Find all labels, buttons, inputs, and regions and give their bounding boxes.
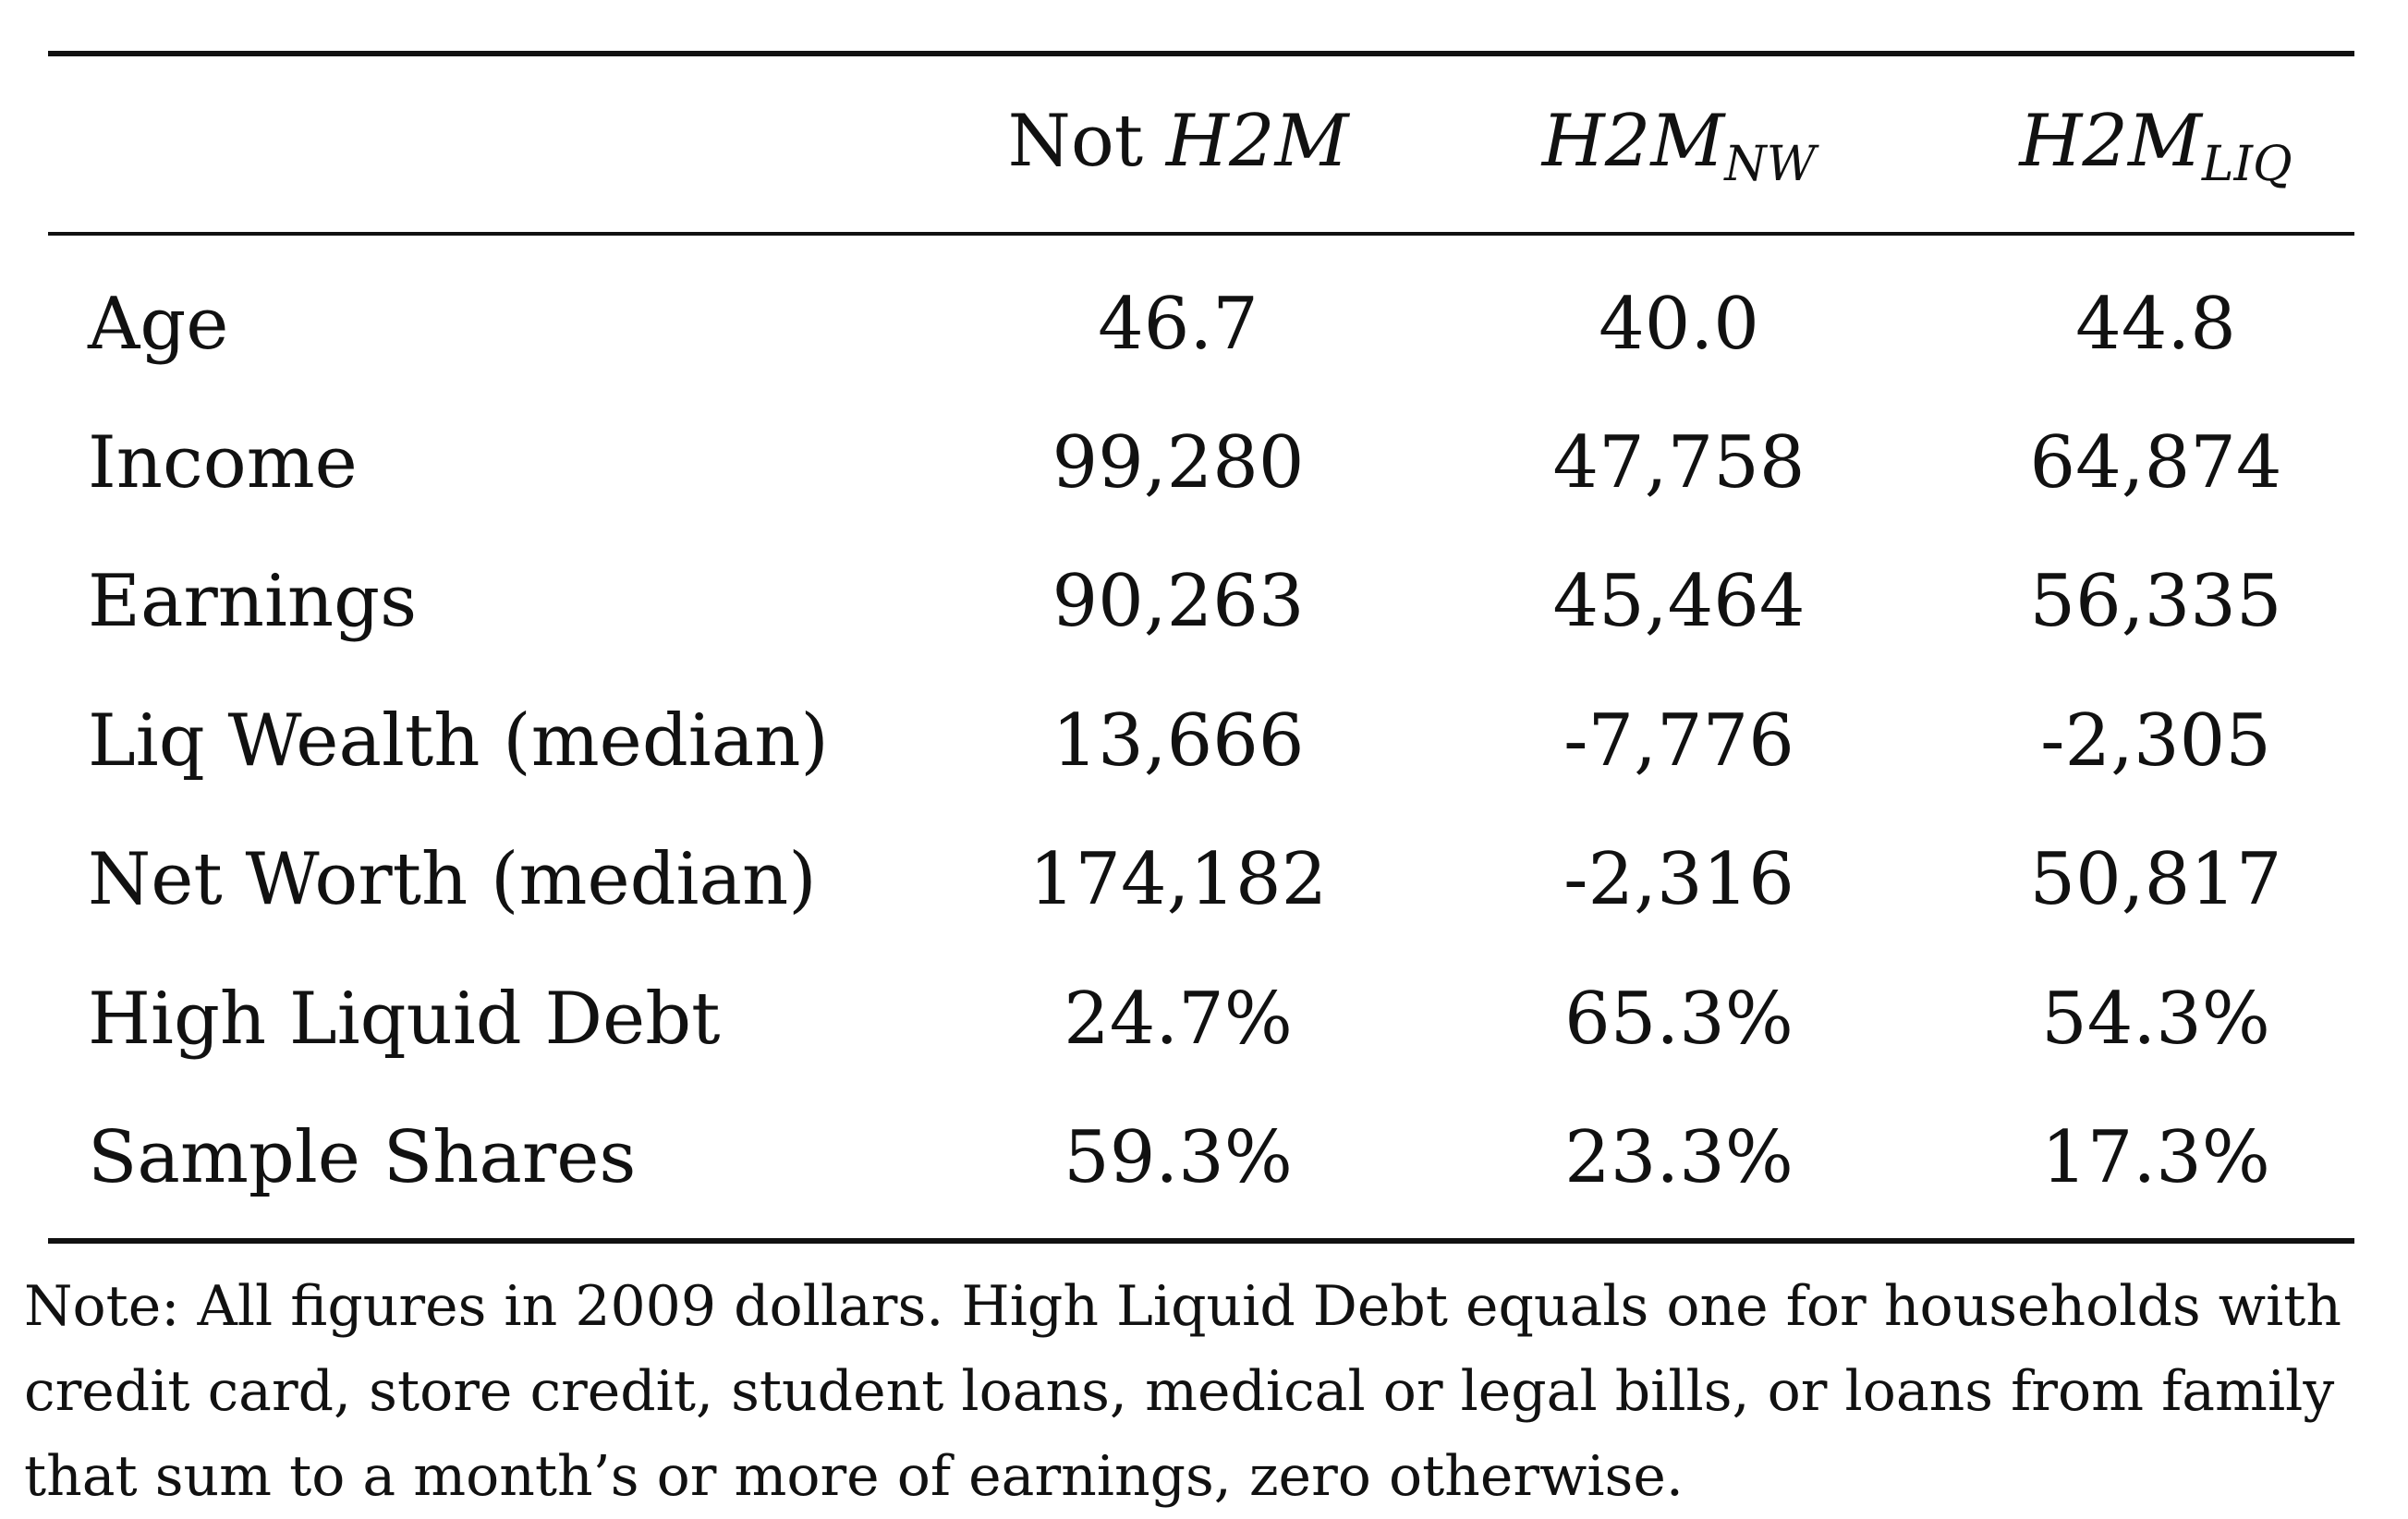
row-label-sample-shares: Sample Shares xyxy=(88,1116,637,1199)
table-cell: 65.3% xyxy=(1564,978,1794,1061)
table-cell: 64,874 xyxy=(2029,421,2282,504)
header-not-h2m: Not H2M xyxy=(993,105,1363,177)
table-cell: -2,305 xyxy=(2040,699,2271,783)
table-cell: 23.3% xyxy=(1564,1116,1794,1199)
header-not-h2m-italic: H2M xyxy=(1165,100,1349,183)
table-cell: 24.7% xyxy=(1064,978,1293,1061)
header-h2m-liq-base: H2M xyxy=(2019,100,2202,183)
header-h2m-nw-base: H2M xyxy=(1541,100,1725,183)
table-cell: 45,464 xyxy=(1552,560,1806,643)
table-cell: 59.3% xyxy=(1064,1116,1293,1199)
table-cell: 50,817 xyxy=(2029,838,2282,921)
header-h2m-nw: H2MNW xyxy=(1494,105,1864,188)
header-h2m-liq: H2MLIQ xyxy=(1971,105,2341,188)
table-cell: 44.8 xyxy=(2075,283,2236,366)
row-label-income: Income xyxy=(88,421,358,504)
table-cell: 17.3% xyxy=(2041,1116,2270,1199)
row-label-earnings: Earnings xyxy=(88,560,418,643)
table-cell: 56,335 xyxy=(2029,560,2282,643)
table-cell: 90,263 xyxy=(1052,560,1305,643)
table-cell: 46.7 xyxy=(1098,283,1259,366)
table-cell: 40.0 xyxy=(1599,283,1759,366)
top-rule xyxy=(48,51,2354,56)
table-cell: -7,776 xyxy=(1563,699,1794,783)
row-label-age: Age xyxy=(88,283,229,366)
row-label-net-worth: Net Worth (median) xyxy=(88,838,817,921)
table-cell: 54.3% xyxy=(2041,978,2270,1061)
header-h2m-nw-sub: NW xyxy=(1724,137,1817,192)
bottom-rule xyxy=(48,1238,2354,1244)
table-cell: 99,280 xyxy=(1052,421,1305,504)
table-cell: -2,316 xyxy=(1563,838,1794,921)
table-cell: 47,758 xyxy=(1552,421,1806,504)
header-rule xyxy=(48,232,2354,236)
header-not-h2m-prefix: Not xyxy=(1007,100,1144,183)
row-label-liq-wealth: Liq Wealth (median) xyxy=(88,699,829,783)
header-h2m-liq-sub: LIQ xyxy=(2201,137,2292,192)
table-cell: 174,182 xyxy=(1028,838,1328,921)
row-label-high-liquid-debt: High Liquid Debt xyxy=(88,978,721,1061)
table-cell: 13,666 xyxy=(1052,699,1305,783)
table-note: Note: All figures in 2009 dollars. High … xyxy=(24,1274,2342,1509)
